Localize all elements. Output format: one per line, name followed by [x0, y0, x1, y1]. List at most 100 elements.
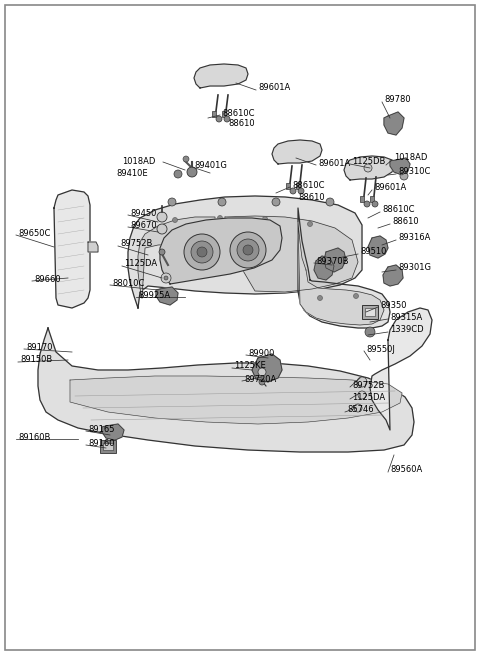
Circle shape — [365, 327, 375, 337]
Circle shape — [164, 276, 168, 280]
Text: 88010C: 88010C — [112, 278, 144, 288]
Circle shape — [317, 295, 323, 301]
Circle shape — [218, 198, 226, 206]
Circle shape — [159, 249, 165, 255]
Text: 89752B: 89752B — [120, 240, 152, 248]
Circle shape — [358, 391, 366, 399]
Bar — [212, 111, 216, 117]
Polygon shape — [298, 208, 390, 328]
Text: 89160B: 89160B — [18, 432, 50, 441]
Text: 89780: 89780 — [384, 96, 410, 105]
Text: 89752B: 89752B — [352, 381, 384, 390]
Bar — [362, 305, 378, 319]
Polygon shape — [70, 376, 402, 424]
Polygon shape — [128, 196, 362, 308]
Circle shape — [216, 116, 222, 122]
Text: 89160: 89160 — [88, 438, 115, 447]
Circle shape — [183, 156, 189, 162]
Polygon shape — [160, 218, 282, 284]
Polygon shape — [298, 222, 384, 325]
Text: 89601A: 89601A — [318, 159, 350, 168]
Circle shape — [290, 188, 296, 194]
Text: 89401G: 89401G — [194, 160, 227, 170]
Circle shape — [187, 167, 197, 177]
Text: 89150B: 89150B — [20, 356, 52, 364]
Text: 1125KE: 1125KE — [234, 362, 266, 371]
Bar — [365, 308, 375, 316]
Polygon shape — [383, 265, 403, 286]
Polygon shape — [252, 354, 282, 382]
Text: 1125DA: 1125DA — [124, 259, 157, 269]
Circle shape — [172, 217, 178, 223]
Circle shape — [364, 201, 370, 207]
Polygon shape — [88, 242, 98, 252]
Circle shape — [157, 212, 167, 222]
Circle shape — [237, 239, 259, 261]
Text: 89310C: 89310C — [398, 168, 431, 176]
Polygon shape — [102, 424, 124, 440]
Polygon shape — [314, 256, 334, 280]
Circle shape — [161, 273, 171, 283]
Circle shape — [184, 234, 220, 270]
Polygon shape — [384, 112, 404, 135]
Bar — [360, 196, 364, 202]
Polygon shape — [344, 156, 394, 180]
Text: 85746: 85746 — [347, 405, 373, 415]
Polygon shape — [194, 64, 248, 88]
Bar — [370, 196, 374, 202]
Bar — [100, 440, 116, 453]
Text: 1339CD: 1339CD — [390, 326, 424, 335]
Circle shape — [372, 201, 378, 207]
Text: 89670: 89670 — [130, 221, 156, 229]
Polygon shape — [156, 287, 178, 305]
Text: 89650C: 89650C — [18, 229, 50, 238]
Text: 88610C: 88610C — [292, 181, 324, 189]
Circle shape — [197, 247, 207, 257]
Text: 89660: 89660 — [34, 274, 60, 284]
Polygon shape — [38, 328, 414, 452]
Text: 89301G: 89301G — [398, 263, 431, 272]
Circle shape — [243, 245, 253, 255]
Text: 89720A: 89720A — [244, 375, 276, 383]
Text: 88610: 88610 — [298, 193, 324, 202]
Text: 89925A: 89925A — [138, 291, 170, 299]
Circle shape — [230, 232, 266, 268]
Text: 88610C: 88610C — [222, 109, 254, 117]
Bar — [296, 183, 300, 189]
Circle shape — [168, 198, 176, 206]
Text: 89315A: 89315A — [390, 312, 422, 322]
Circle shape — [217, 215, 223, 221]
Text: 89510: 89510 — [360, 248, 386, 257]
Circle shape — [263, 217, 267, 221]
Text: 89370B: 89370B — [316, 257, 348, 265]
Circle shape — [272, 198, 280, 206]
Text: 89450: 89450 — [130, 208, 156, 217]
Polygon shape — [225, 216, 358, 292]
Text: 88610: 88610 — [392, 217, 419, 227]
Bar — [103, 443, 113, 450]
Text: 89350: 89350 — [380, 301, 407, 310]
Text: 89316A: 89316A — [398, 233, 431, 242]
Circle shape — [308, 221, 312, 227]
Text: 89900: 89900 — [248, 348, 275, 358]
Text: 1018AD: 1018AD — [122, 157, 156, 166]
Bar — [222, 111, 226, 117]
Text: 88610C: 88610C — [382, 206, 415, 214]
Circle shape — [174, 170, 182, 178]
Polygon shape — [272, 140, 322, 164]
Text: 89560A: 89560A — [390, 466, 422, 474]
Text: 88610: 88610 — [228, 119, 254, 128]
Circle shape — [157, 224, 167, 234]
Circle shape — [259, 379, 265, 385]
Circle shape — [298, 188, 304, 194]
Text: 89601A: 89601A — [374, 183, 406, 193]
Polygon shape — [324, 248, 346, 272]
Bar — [286, 183, 290, 189]
Polygon shape — [138, 217, 215, 298]
Text: 89170: 89170 — [26, 343, 52, 352]
Circle shape — [191, 241, 213, 263]
Circle shape — [400, 172, 408, 180]
Circle shape — [326, 198, 334, 206]
Polygon shape — [370, 308, 432, 430]
Circle shape — [224, 116, 230, 122]
